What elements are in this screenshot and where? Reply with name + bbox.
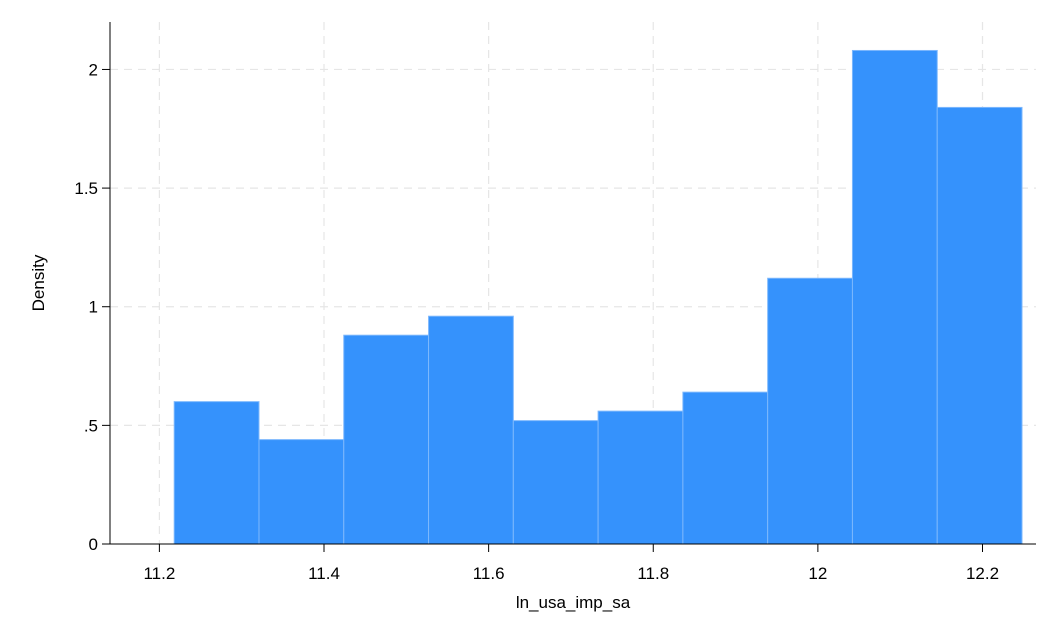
histogram-bar-8: [767, 277, 853, 545]
x-axis-title: ln_usa_imp_sa: [516, 593, 631, 612]
axes-layer: [109, 22, 1036, 545]
histogram-bar-3: [343, 334, 430, 545]
histogram-bar-2: [258, 439, 345, 545]
x-tick-label-3: 11.8: [637, 564, 669, 583]
histogram-bar-6: [597, 410, 684, 545]
y-tick-label-2: 1: [89, 298, 98, 317]
histogram-bar-7: [682, 391, 769, 545]
y-tick-label-4: 2: [89, 60, 98, 79]
histogram-bar-1: [173, 401, 260, 545]
histogram-bar-10: [936, 106, 1023, 545]
histogram-bar-5: [512, 420, 599, 545]
y-tick-label-0: 0: [89, 535, 98, 554]
x-tick-label-2: 11.6: [473, 564, 505, 583]
histogram-bar-4: [428, 315, 514, 545]
y-axis-title: Density: [29, 254, 48, 311]
y-tick-label-1: .5: [84, 416, 98, 435]
ticks-layer: 11.2 11.4 11.6 11.8 12 12.2 0 .5 1 1.5 2: [74, 60, 999, 583]
histogram-bar-9: [851, 49, 938, 545]
y-tick-label-3: 1.5: [74, 179, 98, 198]
x-tick-label-0: 11.2: [143, 564, 175, 583]
x-tick-label-1: 11.4: [308, 564, 340, 583]
bars-layer: [173, 49, 1023, 545]
x-tick-label-4: 12: [808, 564, 827, 583]
x-tick-label-5: 12.2: [966, 564, 999, 583]
